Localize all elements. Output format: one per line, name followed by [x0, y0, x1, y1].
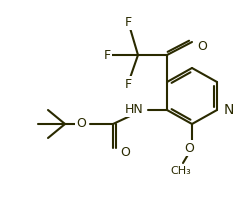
Text: HN: HN [125, 103, 144, 116]
Text: F: F [124, 78, 132, 90]
Text: F: F [103, 49, 111, 62]
Text: F: F [124, 15, 132, 28]
Text: CH₃: CH₃ [171, 166, 191, 176]
Text: O: O [76, 116, 86, 129]
Text: O: O [184, 142, 194, 155]
Text: O: O [120, 146, 130, 159]
Text: N: N [224, 103, 234, 117]
Text: O: O [197, 39, 207, 52]
